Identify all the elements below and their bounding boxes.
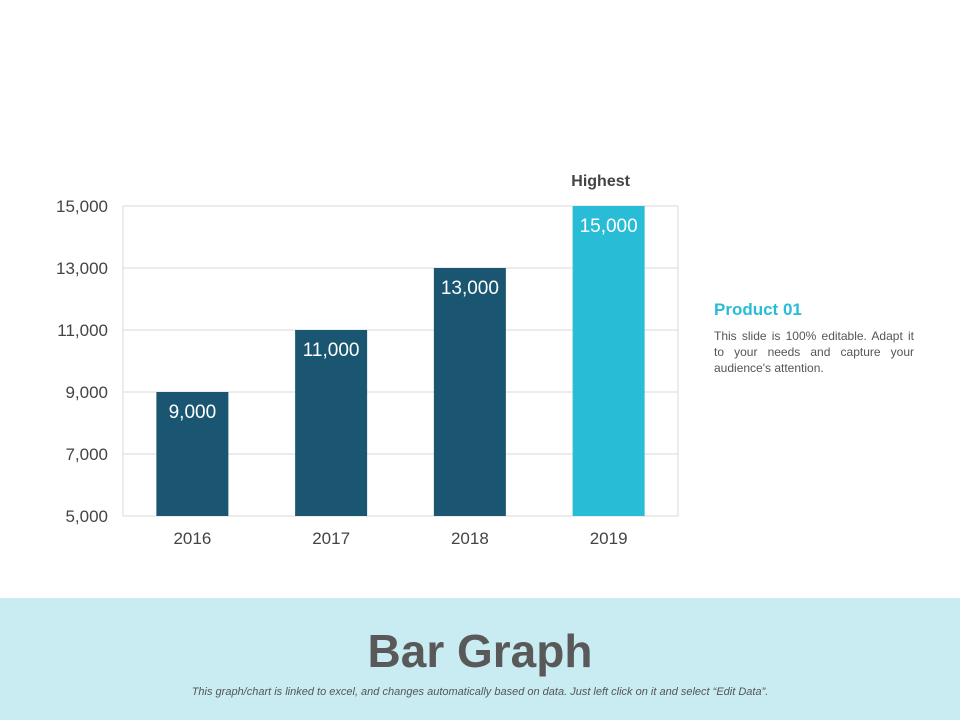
data-label: 15,000: [580, 216, 638, 237]
x-tick-label: 2018: [451, 529, 489, 548]
y-tick-label: 11,000: [57, 321, 108, 340]
data-label: 9,000: [169, 402, 217, 423]
side-panel-title: Product 01: [714, 300, 802, 319]
footer-band: [0, 598, 960, 720]
side-panel: Product 01 This slide is 100% editable. …: [714, 300, 914, 376]
bar-2017: [295, 330, 368, 516]
footer-note: This graph/chart is linked to excel, and…: [191, 686, 769, 698]
bar-2019: [572, 206, 645, 516]
bar-chart: 5,000 7,000 9,000 11,000 13,000 15,000 9,000 20…: [56, 173, 679, 548]
bars-layer: [156, 206, 645, 516]
highest-annotation: Highest: [571, 173, 630, 190]
side-panel-text: This slide is 100% editable. Adapt it to…: [714, 329, 914, 375]
y-tick-label: 15,000: [56, 197, 108, 216]
bar-2018: [433, 268, 506, 516]
bar-2016: [156, 392, 229, 516]
data-label: 13,000: [441, 278, 499, 299]
y-tick-label: 13,000: [56, 259, 108, 278]
y-tick-label: 5,000: [65, 507, 108, 526]
labels-layer: 5,000 7,000 9,000 11,000 13,000 15,000 9,000 20…: [56, 173, 638, 548]
x-tick-label: 2019: [590, 529, 628, 548]
y-tick-label: 9,000: [65, 383, 108, 402]
footer-title: Bar Graph: [367, 625, 593, 677]
data-label: 11,000: [303, 340, 360, 361]
y-tick-label: 7,000: [65, 445, 108, 464]
x-tick-label: 2016: [173, 529, 211, 548]
x-tick-label: 2017: [312, 529, 350, 548]
